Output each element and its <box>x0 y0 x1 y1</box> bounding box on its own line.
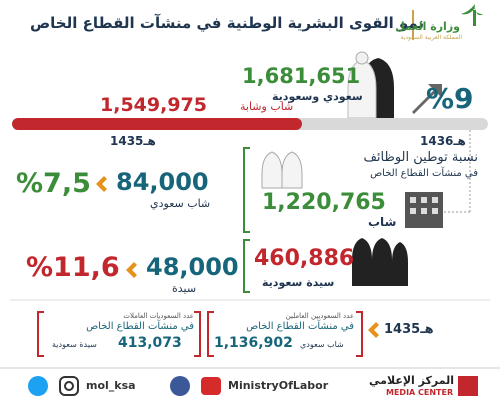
media-center-en: MEDIA CENTER <box>386 388 454 397</box>
logo-subtitle: المملكة العربية السعودية <box>400 34 462 41</box>
men-caption: في منشآت القطاع الخاص <box>246 321 354 332</box>
title: نمو القوى البشرية الوطنية في منشآت القطا… <box>30 14 425 32</box>
women-percent: %11,6 <box>26 252 120 283</box>
box-women <box>37 311 201 357</box>
women-value: 413,073 <box>118 335 182 351</box>
men-increase: 84,000 <box>116 168 209 196</box>
total-1435: 1,549,975 <box>100 94 207 116</box>
localization-subtitle: في منشآت القطاع الخاص <box>370 168 478 179</box>
year-label: 1435هـ <box>110 134 156 148</box>
women-total: 460,886 <box>254 246 355 271</box>
women-caption: في منشآت القطاع الخاص <box>86 321 194 332</box>
facebook-icon <box>170 376 190 396</box>
men-value: 1,136,902 <box>214 335 293 351</box>
youtube-handle: MinistryOfLabor <box>228 379 329 392</box>
progress-fill <box>12 118 302 130</box>
youtube-icon <box>201 377 221 395</box>
logo-icon <box>461 4 483 26</box>
twitter-icon <box>28 376 48 396</box>
women-total-label: سيدة سعودية <box>262 276 335 289</box>
localization-title: نسبة توطين الوظائف <box>363 150 478 165</box>
media-center-ar: المركز الإعلامي <box>369 374 454 387</box>
men-total-label: شاب <box>368 215 397 229</box>
women-caption-top: عدد السعوديات العاملات <box>123 312 194 320</box>
men-percent: %7,5 <box>16 168 91 199</box>
total-1436: 1,681,651 <box>242 64 361 88</box>
men-icon <box>261 151 303 189</box>
instagram-handle: mol_ksa <box>86 379 136 392</box>
arrows <box>96 176 379 338</box>
men-total: 1,220,765 <box>262 190 386 215</box>
box-men <box>207 311 363 357</box>
women-increase-label: سيدة <box>172 282 197 295</box>
women-increase: 48,000 <box>146 253 239 281</box>
building-icon <box>405 192 443 228</box>
year-1435: 1435هـ <box>384 322 434 337</box>
header-divider <box>412 10 414 40</box>
growth-arrow <box>412 84 442 114</box>
men-label: شاب سعودي <box>300 340 344 349</box>
year-label: 1436هـ <box>420 134 466 148</box>
women-label: سيدة سعودية <box>52 340 97 349</box>
logo-name: وزارة العمل <box>395 20 460 33</box>
men-caption-top: عدد السعوديين العاملين <box>285 312 354 320</box>
total-1436-label: سعودي وسعودية <box>272 90 363 103</box>
instagram-icon <box>59 376 79 396</box>
media-logo <box>458 376 478 396</box>
bracket <box>243 147 250 233</box>
bracket <box>243 239 250 293</box>
growth: %9 <box>426 82 474 115</box>
instagram-lens <box>64 381 74 391</box>
total-1435-label: شاب وشابة <box>240 100 294 113</box>
women-icon <box>352 238 408 286</box>
men-increase-label: شاب سعودي <box>150 197 211 210</box>
